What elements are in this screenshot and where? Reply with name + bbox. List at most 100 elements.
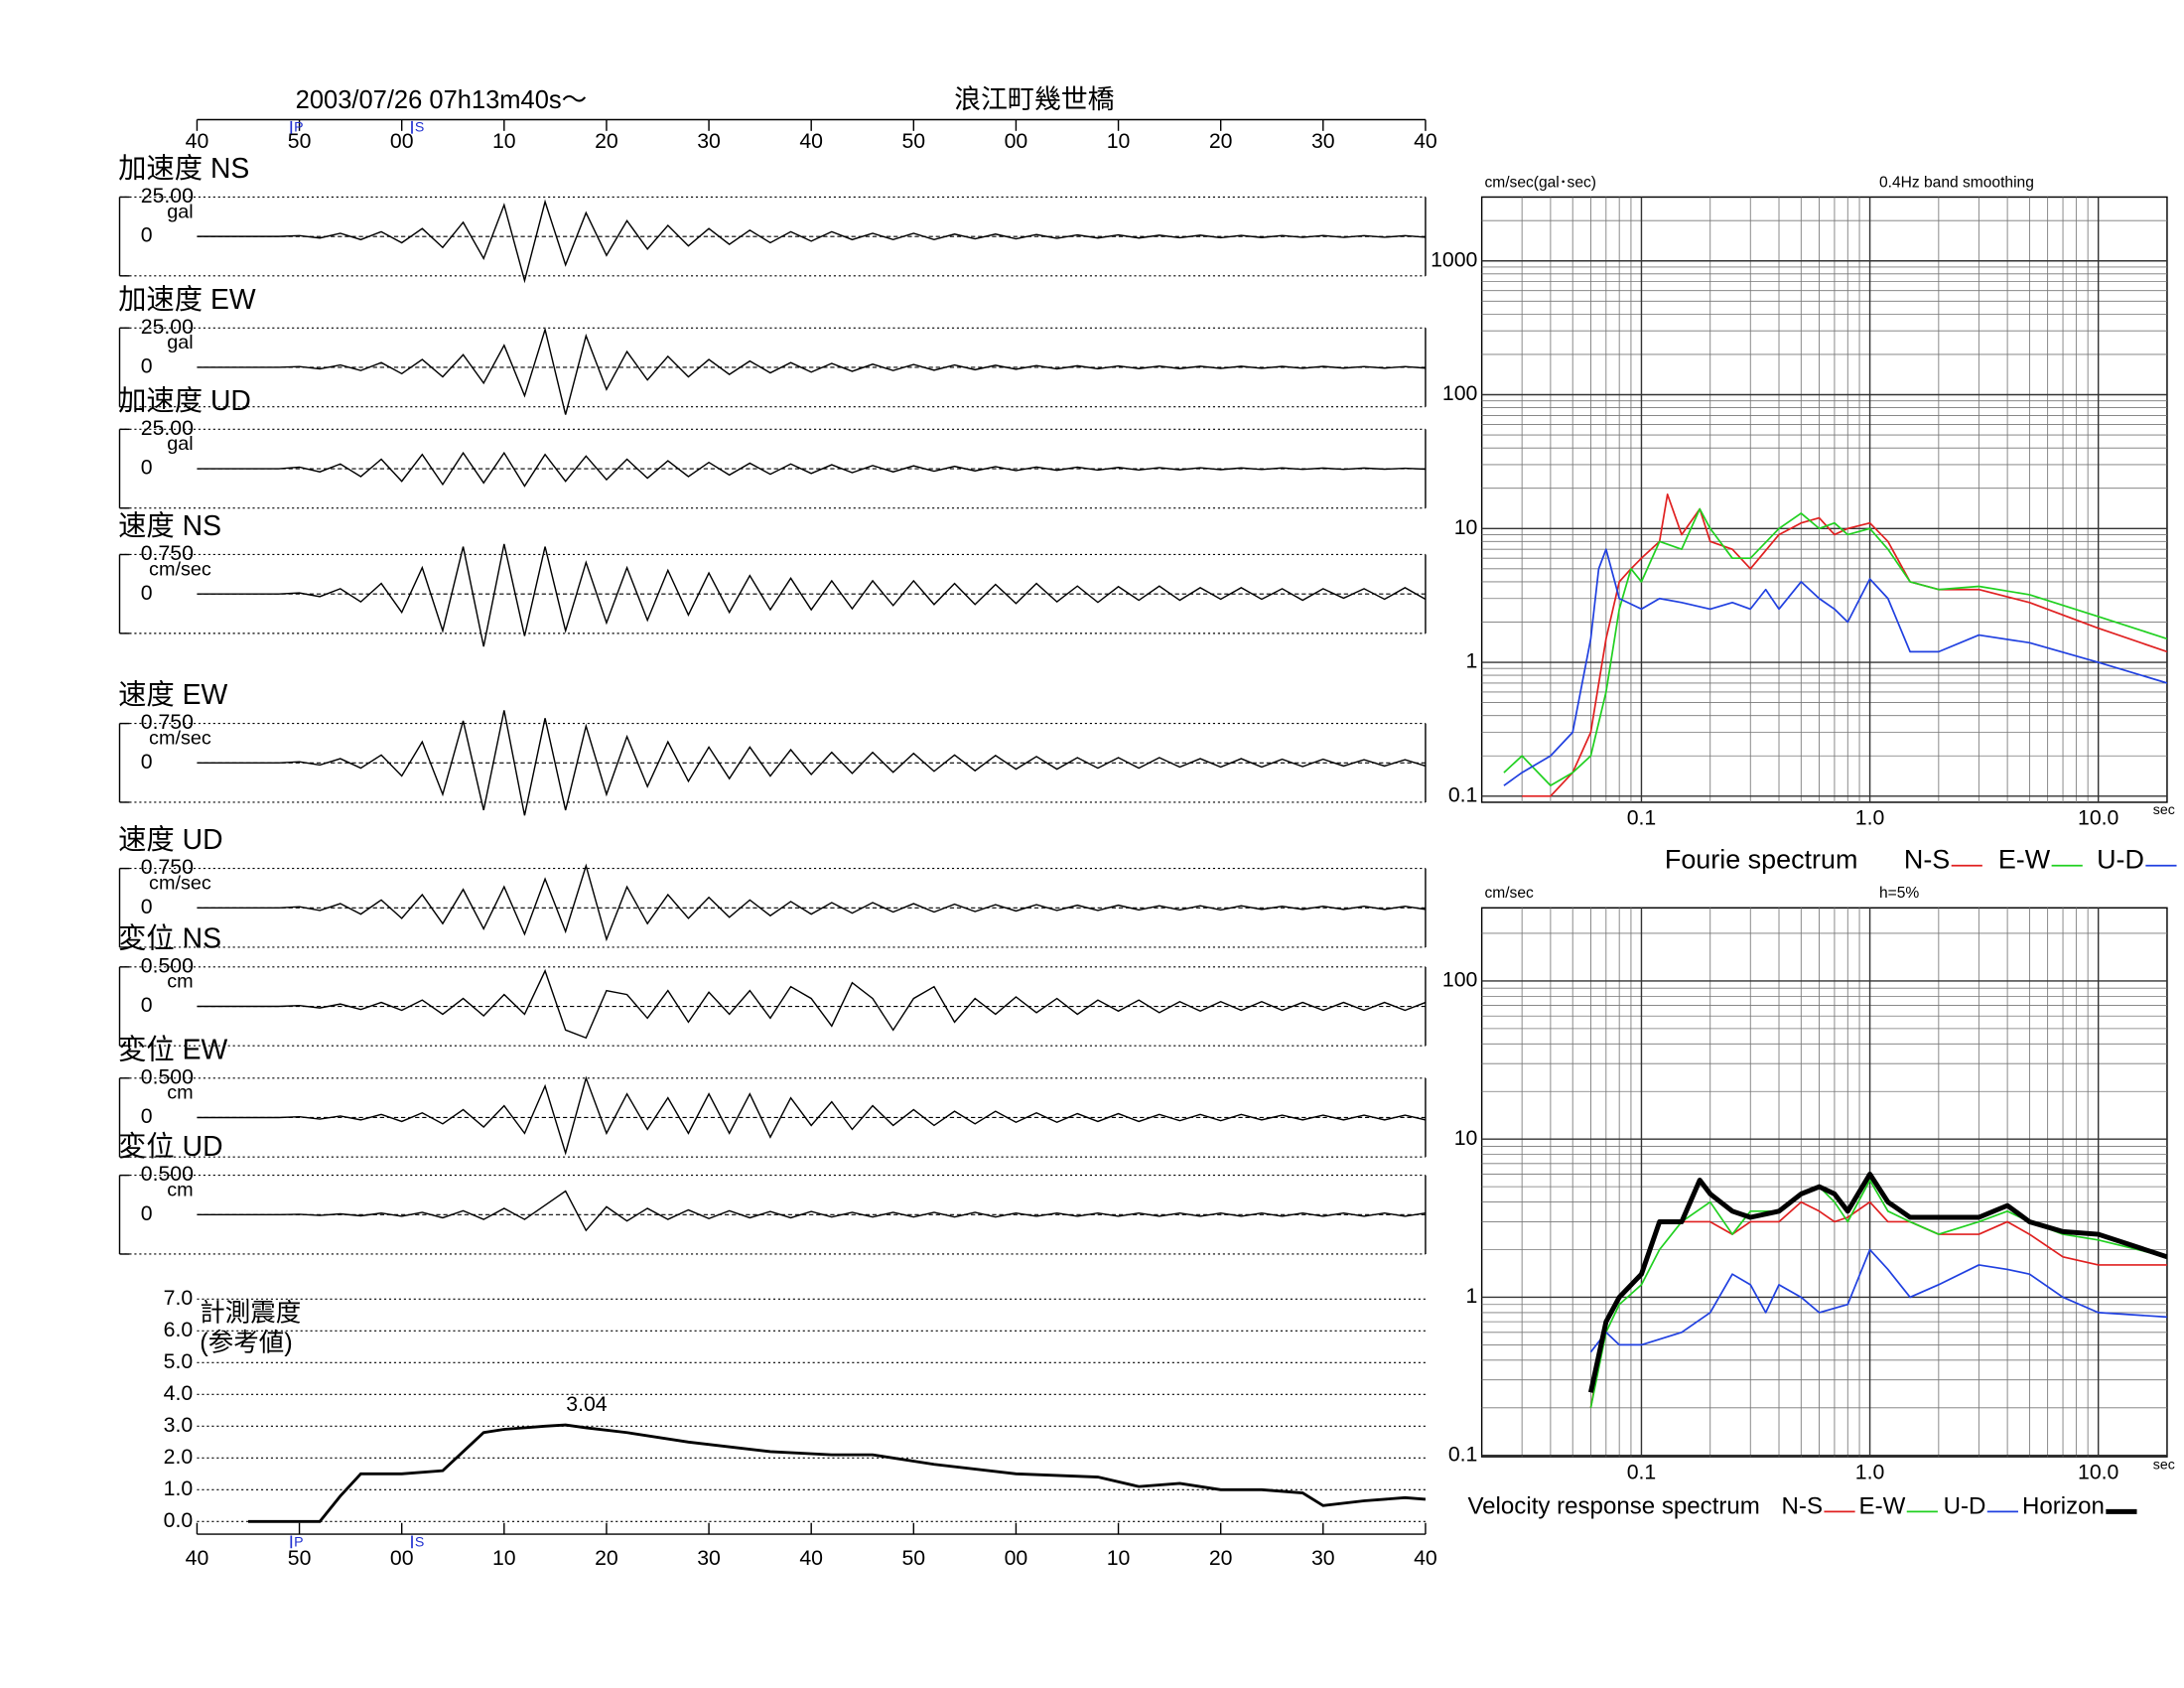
y-axis-note: (参考値) (200, 1329, 292, 1356)
unit-label: gal (167, 433, 193, 455)
waveform (197, 863, 1427, 942)
value-label: 3.04 (566, 1392, 608, 1416)
legend-label: U-D (1944, 1493, 1986, 1520)
y-tick-label: 0 (141, 750, 153, 774)
spectrum-line (1522, 493, 2167, 797)
legend-title: Fourie spectrum (1665, 845, 1858, 875)
x-tick-label: 20 (595, 1546, 618, 1570)
y-tick-label: 0 (141, 456, 153, 480)
spectrum-line (1589, 1179, 2167, 1408)
y-tick-label: 0 (141, 895, 153, 918)
x-tick-label: 1.0 (1855, 1461, 1885, 1484)
phase-label: S (415, 1534, 424, 1550)
x-tick-label: 40 (1414, 1546, 1437, 1570)
trace-name: 変位 EW (118, 1034, 227, 1065)
x-tick-label: 10 (492, 129, 516, 153)
y-axis-label: cm/sec (1484, 885, 1534, 902)
spectrum-line (1589, 1248, 2167, 1353)
x-tick-label: 00 (1005, 1546, 1028, 1570)
y-tick-label: 10 (1454, 515, 1478, 539)
unit-label: cm/sec (149, 558, 211, 580)
figure-content: 2003/07/26 07h13m40s～ 浪江町幾世橋 40 50 00 10 20 3… (118, 84, 2177, 1570)
y-tick-label: 0.500 (141, 953, 194, 977)
y-tick-label: 0.750 (141, 710, 194, 734)
x-tick-label: 00 (1005, 129, 1028, 153)
x-tick-label: 1.0 (1855, 806, 1885, 830)
x-tick-label: 30 (697, 1546, 721, 1570)
y-tick-label: 0.0 (164, 1508, 194, 1532)
x-tick-label: 50 (288, 1546, 312, 1570)
waveform (197, 199, 1426, 284)
unit-label: gal (167, 201, 193, 222)
unit-label: cm (167, 1179, 193, 1200)
unit-label: gal (167, 332, 193, 353)
y-tick-label: 0.750 (141, 855, 194, 879)
trace-name: 変位 UD (118, 1131, 223, 1163)
x-tick-label: 50 (901, 1546, 925, 1570)
phase-label: P (294, 1534, 303, 1550)
x-tick-label: 50 (901, 129, 925, 153)
x-tick-label: 20 (1209, 129, 1233, 153)
x-tick-label: 40 (799, 1546, 823, 1570)
y-tick-label: 0.1 (1448, 1442, 1478, 1466)
record-datetime: 2003/07/26 07h13m40s～ (296, 86, 587, 114)
trace-name: 加速度 NS (118, 153, 249, 185)
legend-label: E-W (1859, 1493, 1906, 1520)
station-name: 浪江町幾世橋 (954, 84, 1115, 114)
y-tick-label: 1 (1466, 1284, 1478, 1308)
y-tick-label: 0.500 (141, 1064, 194, 1088)
y-tick-label: 4.0 (164, 1381, 194, 1405)
x-tick-label: 10.0 (2078, 1461, 2118, 1484)
y-tick-label: 100 (1442, 968, 1477, 992)
x-tick-label: 10.0 (2078, 806, 2118, 830)
plot-frame (1480, 196, 2168, 803)
x-tick-label: 0.1 (1627, 1461, 1657, 1484)
y-tick-label: 0 (141, 993, 153, 1017)
spectrum-line (1587, 1172, 2167, 1393)
x-axis-label: sec (2153, 802, 2175, 818)
trace-name: 加速度 UD (118, 385, 251, 417)
y-tick-label: 0 (141, 581, 153, 605)
legend-label: N-S (1904, 845, 1950, 875)
x-tick-label: 10 (1107, 129, 1131, 153)
intensity-line (248, 1423, 1427, 1523)
x-tick-label: 40 (186, 1546, 209, 1570)
chart-note: 0.4Hz band smoothing (1879, 174, 2034, 191)
x-tick-label: 10 (492, 1546, 516, 1570)
legend-label: Horizon (2022, 1493, 2105, 1520)
waveform (197, 710, 1427, 816)
y-tick-label: 1.0 (164, 1477, 194, 1500)
x-tick-label: 20 (595, 129, 618, 153)
x-tick-label: 50 (288, 129, 312, 153)
x-tick-label: 30 (1311, 1546, 1335, 1570)
y-tick-label: 3.0 (164, 1413, 194, 1437)
y-tick-label: 10 (1454, 1126, 1478, 1150)
trace-name: 加速度 EW (118, 284, 256, 316)
plot-frame (1480, 907, 2168, 1458)
y-tick-label: 0 (141, 223, 153, 247)
y-tick-label: 1000 (1431, 247, 1477, 271)
y-tick-label: 100 (1442, 381, 1477, 405)
y-tick-label: 0.1 (1448, 782, 1478, 806)
x-tick-label: 40 (1414, 129, 1437, 153)
legend-label: U-D (2097, 845, 2144, 875)
unit-label: cm/sec (149, 727, 211, 749)
y-axis-label: cm/sec(gal･sec) (1484, 174, 1596, 191)
trace-name: 変位 NS (118, 922, 221, 954)
waveform (197, 327, 1426, 415)
trace-name: 速度 UD (118, 824, 223, 856)
x-tick-label: 00 (390, 129, 414, 153)
x-tick-label: 40 (799, 129, 823, 153)
waveform (197, 451, 1426, 488)
x-tick-label: 20 (1209, 1546, 1233, 1570)
waveform (197, 968, 1427, 1040)
x-tick-label: 0.1 (1627, 806, 1657, 830)
x-axis-label: sec (2153, 1457, 2175, 1473)
y-tick-label: 1 (1466, 649, 1478, 673)
waveform (197, 1075, 1427, 1156)
y-tick-label: 7.0 (164, 1286, 194, 1310)
x-tick-label: 00 (390, 1546, 414, 1570)
spectrum-line (1503, 507, 2167, 786)
